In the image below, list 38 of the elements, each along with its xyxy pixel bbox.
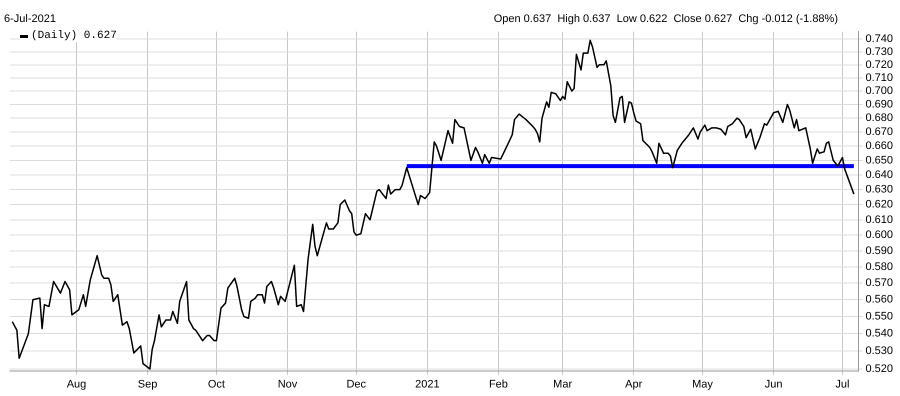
x-tick-label: Jul	[835, 378, 850, 390]
y-tick-label: 0.730	[865, 46, 894, 58]
legend-label: (Daily) 0.627	[31, 30, 117, 42]
x-tick-label: Jun	[764, 378, 782, 390]
y-tick-label: 0.560	[865, 294, 894, 306]
y-tick-label: 0.610	[865, 214, 894, 226]
y-tick-label: 0.550	[865, 310, 894, 323]
y-tick-label: 0.670	[865, 126, 894, 138]
y-tick-label: 0.650	[865, 154, 894, 166]
y-tick-label: 0.540	[865, 328, 894, 340]
chart-subtitle: 6-Jul-2021	[4, 13, 56, 25]
y-tick-label: 0.690	[865, 98, 894, 111]
x-tick-label: May	[692, 378, 714, 390]
x-tick-label: Sep	[138, 378, 158, 390]
y-tick-label: 0.740	[865, 33, 894, 46]
text: Open 0.637 High 0.637 Low 0.622 Close 0.627 Chg -0.012 (-1.88%)	[494, 13, 838, 25]
x-tick-label: Oct	[208, 378, 225, 390]
y-tick-label: 0.600	[865, 229, 894, 242]
x-tick-label: Nov	[278, 378, 298, 390]
y-tick-label: 0.630	[865, 184, 894, 196]
y-tick-label: 0.700	[865, 85, 894, 98]
x-tick-label: Dec	[346, 378, 367, 390]
y-tick-label: 0.660	[865, 140, 894, 152]
y-tick-label: 0.580	[865, 260, 894, 273]
x-tick-label: Mar	[553, 378, 572, 390]
x-tick-label: Aug	[66, 378, 86, 390]
y-tick-label: 0.530	[865, 345, 894, 358]
y-tick-label: 0.680	[865, 112, 894, 124]
x-tick-label: Feb	[488, 378, 508, 390]
y-tick-label: 0.520	[865, 363, 894, 376]
x-tick-label: 2021	[415, 378, 440, 390]
y-tick-label: 0.620	[865, 198, 894, 211]
y-tick-label: 0.710	[865, 72, 894, 84]
y-tick-label: 0.590	[865, 244, 894, 257]
x-tick-label: Apr	[625, 378, 643, 390]
y-tick-label: 0.640	[865, 168, 894, 181]
y-tick-label: 0.570	[865, 277, 894, 290]
y-tick-label: 0.720	[865, 58, 894, 71]
